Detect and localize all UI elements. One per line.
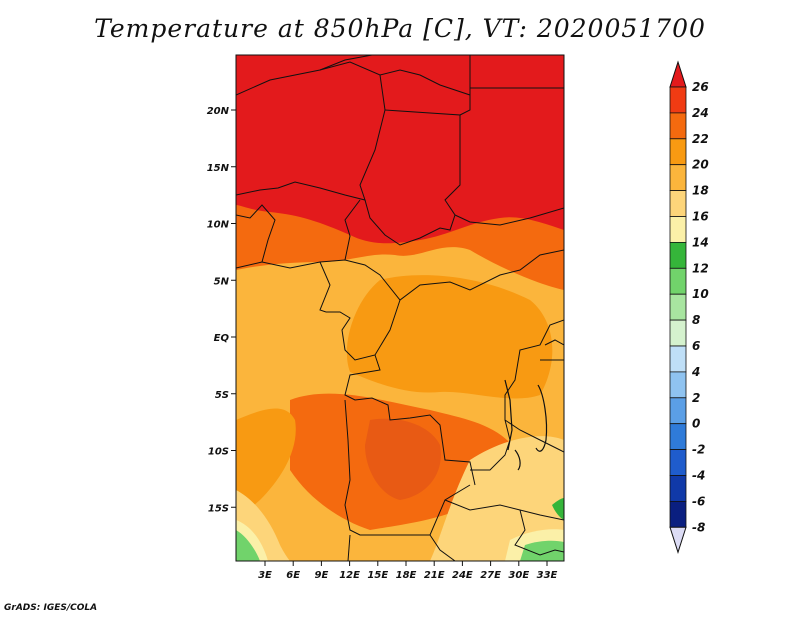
colorbar-label: 8: [692, 313, 700, 327]
lon-tick-label: 6E: [286, 570, 300, 581]
lakes: [504, 379, 548, 471]
colorbar-label: 10: [692, 287, 709, 301]
lat-tick-label: 15N: [207, 163, 230, 174]
lon-tick-label: 24E: [452, 570, 473, 581]
colorbar-top-arrow: [669, 60, 687, 88]
colorbar-segment: [669, 216, 687, 243]
colorbar-label: 14: [692, 235, 709, 249]
lon-tick-label: 15E: [367, 570, 388, 581]
colorbar-label: 4: [691, 365, 700, 379]
colorbar-segment: [669, 371, 687, 399]
colorbar-label: 24: [692, 106, 709, 120]
colorbar-bottom-arrow: [669, 526, 687, 554]
colorbar-label: 2: [692, 391, 700, 405]
colorbar-label: 16: [692, 210, 709, 224]
lat-tick-label: 5N: [214, 276, 230, 287]
chart-title: Temperature at 850hPa [C], VT: 202005170…: [94, 14, 706, 43]
lat-tick-label: 5S: [215, 390, 229, 401]
colorbar-segment: [669, 164, 687, 191]
lon-tick-label: 33E: [537, 570, 558, 581]
colorbar-segment: [669, 319, 687, 347]
colorbar-segment: [669, 112, 687, 140]
colorbar-segment: [669, 345, 687, 373]
lon-tick-label: 3E: [258, 570, 272, 581]
country-borders: [236, 55, 564, 561]
colorbar-segment: [669, 293, 687, 321]
colorbar-segment: [669, 86, 687, 114]
colorbar-label: 0: [692, 417, 700, 431]
colorbar-segment: [669, 138, 687, 166]
colorbar-label: 6: [692, 339, 700, 353]
colorbar-label: 20: [692, 158, 709, 172]
lat-tick-label: 20N: [207, 106, 230, 117]
lon-tick-label: 9E: [315, 570, 329, 581]
lat-tick-label: 15S: [208, 503, 229, 514]
colorbar-label: 26: [692, 80, 709, 94]
lon-tick-label: 21E: [424, 570, 445, 581]
colorbar-segment: [669, 475, 687, 502]
lon-tick-label: 30E: [508, 570, 529, 581]
colorbar-label: -4: [692, 469, 705, 483]
colorbar-label: 22: [692, 132, 709, 146]
lon-tick-label: 27E: [480, 570, 501, 581]
colorbar-label: -6: [692, 494, 705, 508]
colorbar-segment: [669, 241, 687, 269]
colorbar-label: -2: [692, 443, 705, 457]
colorbar-segment: [669, 449, 687, 476]
colorbar-label: 12: [692, 261, 709, 275]
colorbar-label: -8: [692, 520, 705, 534]
temperature-field: [236, 55, 564, 561]
colorbar-segment: [669, 397, 687, 425]
latitude-axis: 20N 15N 10N 5N EQ 5S 10S 15S: [207, 106, 236, 514]
colorbar-segment: [669, 500, 687, 528]
lon-tick-label: 18E: [396, 570, 417, 581]
longitude-axis: 3E 6E 9E 12E 15E 18E 21E 24E 27E 30E 33E: [258, 561, 558, 581]
colorbar-label: 18: [692, 184, 709, 198]
lat-tick-label: EQ: [214, 333, 230, 344]
lat-tick-label: 10S: [208, 447, 229, 458]
colorbar-segment: [669, 267, 687, 295]
map-frame: [235, 54, 565, 562]
colorbar-segment: [669, 190, 687, 217]
lat-tick-label: 10N: [207, 220, 230, 231]
footer-credit: GrADS: IGES/COLA: [4, 603, 98, 613]
lon-tick-label: 12E: [339, 570, 360, 581]
colorbar-segment: [669, 423, 687, 451]
